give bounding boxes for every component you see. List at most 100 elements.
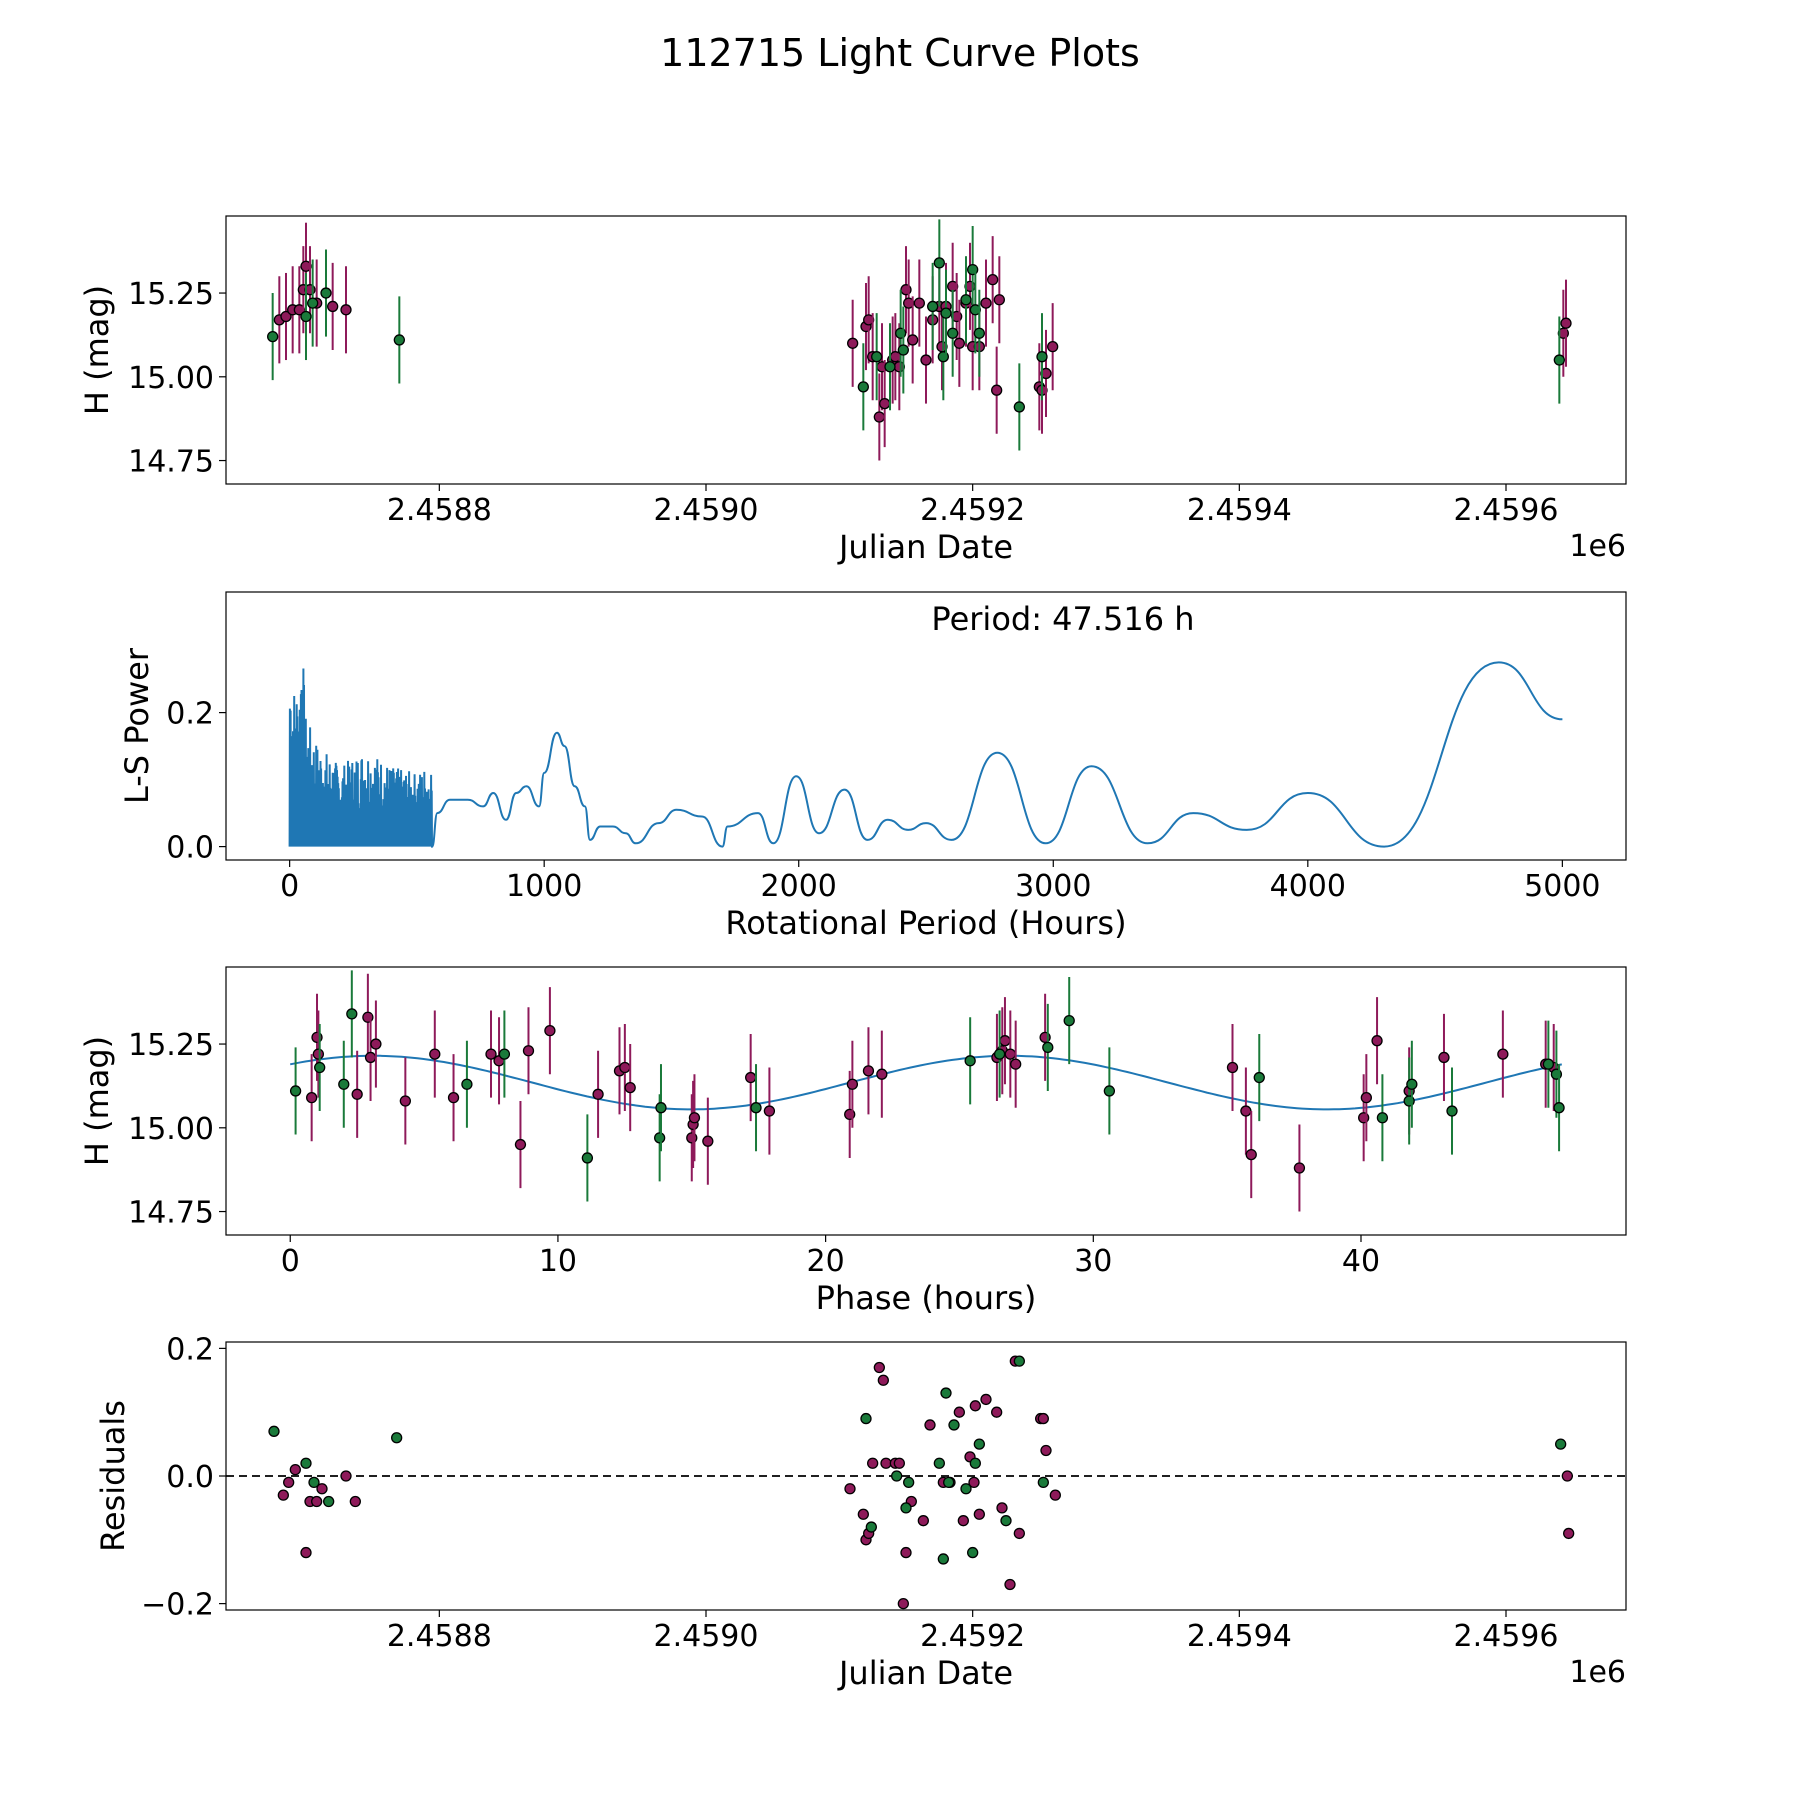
data-point-purple bbox=[953, 1406, 965, 1418]
data-point-purple bbox=[340, 1470, 352, 1482]
data-point-green bbox=[947, 327, 959, 339]
data-point-green bbox=[307, 297, 319, 309]
data-point-purple bbox=[873, 411, 885, 423]
axes-frame bbox=[225, 591, 1627, 861]
data-point-green bbox=[655, 1102, 667, 1114]
data-point-purple bbox=[592, 1088, 604, 1100]
data-point-green bbox=[314, 1061, 326, 1074]
data-point-green bbox=[1542, 1058, 1555, 1070]
x-tick-label: 2.4592 bbox=[920, 1619, 1025, 1654]
data-point-green bbox=[937, 1553, 949, 1565]
data-point-green bbox=[268, 1425, 280, 1437]
data-point-purple bbox=[280, 310, 292, 323]
data-point-green bbox=[289, 1085, 302, 1097]
data-point-green bbox=[927, 300, 939, 313]
data-point-purple bbox=[349, 1495, 361, 1508]
data-point-purple bbox=[879, 397, 891, 410]
data-point-purple bbox=[991, 384, 1003, 396]
data-point-green bbox=[267, 330, 279, 343]
x-axis-label: Julian Date bbox=[837, 528, 1013, 566]
y-tick-label: 15.00 bbox=[128, 361, 214, 396]
data-point-purple bbox=[969, 1400, 981, 1412]
data-point-purple bbox=[544, 1025, 556, 1037]
data-point-purple bbox=[867, 1457, 879, 1469]
data-point-purple bbox=[980, 297, 992, 309]
figure-title: 112715 Light Curve Plots bbox=[660, 31, 1140, 75]
data-point-green bbox=[320, 287, 332, 299]
data-point-purple bbox=[624, 1081, 636, 1094]
data-point-green bbox=[933, 257, 945, 269]
y-axis-label: H (mag) bbox=[78, 285, 116, 415]
data-point-green bbox=[1037, 1476, 1049, 1489]
data-point-green bbox=[1446, 1105, 1458, 1117]
data-point-purple bbox=[991, 1406, 1003, 1418]
y-axis-label: H (mag) bbox=[78, 1036, 116, 1166]
data-point-purple bbox=[873, 1361, 885, 1374]
data-point-purple bbox=[311, 1495, 323, 1508]
x-tick-label: 10 bbox=[539, 1244, 577, 1279]
x-ticks: 2.4588 2.4590 2.4592 2.4594 2.4596 bbox=[387, 1610, 1559, 1654]
data-point-purple bbox=[980, 1393, 992, 1406]
x-tick-label: 2.4590 bbox=[654, 493, 759, 528]
data-point-purple bbox=[876, 1068, 888, 1080]
data-point-purple bbox=[862, 1065, 875, 1077]
x-tick-label: 20 bbox=[807, 1244, 845, 1279]
data-point-green bbox=[964, 1055, 976, 1067]
data-point-purple bbox=[316, 1483, 328, 1495]
x-tick-label: 2.4588 bbox=[387, 1619, 492, 1654]
data-point-purple bbox=[957, 1515, 969, 1527]
data-point-purple bbox=[485, 1048, 497, 1060]
x-ticks: 0 1000 2000 3000 4000 5000 bbox=[280, 860, 1601, 904]
data-point-green bbox=[871, 351, 883, 363]
data-point-purple bbox=[522, 1045, 535, 1057]
data-point-purple bbox=[968, 1476, 980, 1489]
data-point-purple bbox=[1040, 1444, 1052, 1457]
y-ticks: 14.75 15.00 15.25 bbox=[128, 1028, 226, 1231]
data-point-purple bbox=[289, 1463, 301, 1476]
x-tick-label: 2000 bbox=[761, 869, 837, 904]
x-offset-label: 1e6 bbox=[1569, 1655, 1626, 1690]
x-axis-label: Phase (hours) bbox=[816, 1279, 1037, 1317]
data-point-green bbox=[891, 1470, 903, 1482]
data-point-purple bbox=[1037, 1412, 1049, 1425]
data-point-green bbox=[750, 1102, 762, 1114]
data-point-purple bbox=[1010, 1058, 1022, 1070]
data-point-green bbox=[461, 1078, 473, 1090]
y-tick-label: 14.75 bbox=[128, 445, 214, 480]
data-point-green bbox=[1103, 1085, 1116, 1097]
data-point-purple bbox=[306, 1092, 318, 1104]
y-tick-label: 0.0 bbox=[166, 1460, 214, 1495]
data-point-purple bbox=[1226, 1061, 1239, 1074]
x-tick-label: 2.4592 bbox=[920, 493, 1025, 528]
y-tick-label: 0.0 bbox=[166, 831, 214, 866]
data-point-purple bbox=[688, 1112, 701, 1124]
data-point-purple bbox=[846, 1078, 859, 1090]
data-point-purple bbox=[1047, 340, 1059, 353]
data-point-purple bbox=[1497, 1048, 1509, 1060]
data-point-green bbox=[940, 307, 952, 319]
data-point-green bbox=[393, 334, 405, 346]
x-tick-label: 2.4596 bbox=[1454, 1619, 1559, 1654]
x-tick-label: 40 bbox=[1342, 1244, 1380, 1279]
data-point-green bbox=[300, 310, 312, 323]
data-point-green bbox=[857, 381, 869, 393]
data-point-green bbox=[973, 327, 985, 339]
data-point-purple bbox=[857, 1508, 869, 1520]
data-point-purple bbox=[1560, 317, 1572, 329]
data-point-green bbox=[300, 1457, 312, 1469]
data-point-purple bbox=[1561, 1470, 1573, 1482]
data-point-green bbox=[1063, 1014, 1075, 1027]
x-axis-label: Rotational Period (Hours) bbox=[725, 904, 1126, 942]
y-ticks: −0.2 0.0 0.2 bbox=[141, 1332, 226, 1623]
axes-frame bbox=[225, 215, 1627, 485]
data-point-green bbox=[391, 1432, 403, 1444]
data-point-purple bbox=[987, 273, 999, 286]
axes-frame bbox=[225, 966, 1627, 1236]
data-point-green bbox=[1555, 1438, 1567, 1450]
data-point-purple bbox=[300, 1546, 312, 1559]
data-point-purple bbox=[364, 1051, 377, 1064]
data-point-purple bbox=[277, 1489, 289, 1501]
model-fit-curve bbox=[290, 1054, 1562, 1111]
x-tick-label: 0 bbox=[280, 869, 299, 904]
